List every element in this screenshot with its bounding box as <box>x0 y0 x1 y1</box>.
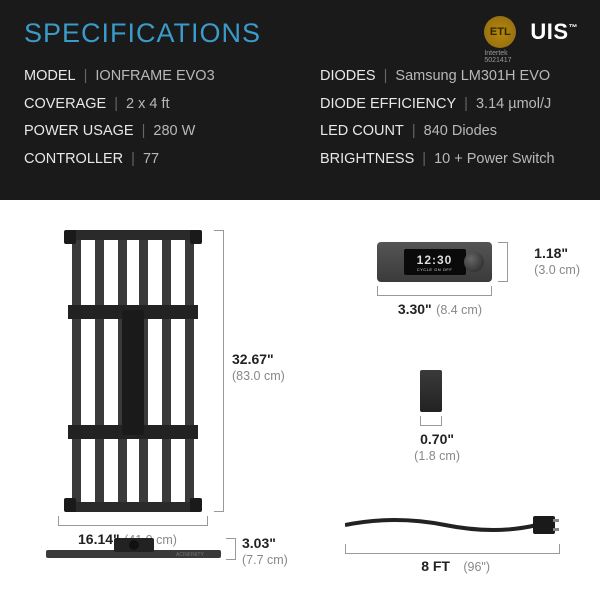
dim-fixture-height: 32.67" (83.0 cm) <box>232 350 285 384</box>
spec-row: DIODE EFFICIENCY | 3.14 µmol/J <box>320 91 576 119</box>
spec-row: LED COUNT | 840 Diodes <box>320 118 576 146</box>
svg-text:ACINFINITY: ACINFINITY <box>176 552 204 558</box>
spec-grid: MODEL | IONFRAME EVO3COVERAGE | 2 x 4 ft… <box>24 63 576 173</box>
spec-row: BRIGHTNESS | 10 + Power Switch <box>320 146 576 174</box>
spec-row: POWER USAGE | 280 W <box>24 118 280 146</box>
uis-logo: UIS™ <box>530 19 578 45</box>
width-bracket <box>58 516 208 526</box>
fixture-side-view: ACINFINITY <box>46 536 221 560</box>
dim-fixture-depth: 3.03" (7.7 cm) <box>242 534 288 568</box>
power-cable <box>345 510 560 540</box>
spec-col-right: DIODES | Samsung LM301H EVODIODE EFFICIE… <box>320 63 576 173</box>
dim-cable: 8 FT (96") <box>421 557 490 578</box>
spec-row: MODEL | IONFRAME EVO3 <box>24 63 280 91</box>
spec-row: DIODES | Samsung LM301H EVO <box>320 63 576 91</box>
dim-controller-w: 3.30" (8.4 cm) <box>398 300 482 321</box>
intertek-label: Intertek 5021417 <box>484 50 524 64</box>
spec-header: SPECIFICATIONS ETL Intertek 5021417 UIS™… <box>0 0 600 200</box>
ctrl-h-bracket <box>498 242 508 282</box>
spec-row: CONTROLLER | 77 <box>24 146 280 174</box>
ctrl-w-bracket <box>377 286 492 296</box>
module-bracket <box>420 416 442 426</box>
fixture-top-view <box>58 230 208 512</box>
controller-knob-icon <box>464 252 484 272</box>
controller-screen: 12:30 CYCLE ON OFF <box>404 249 466 275</box>
logo-group: ETL Intertek 5021417 UIS™ <box>484 16 578 48</box>
cable-bracket <box>345 544 560 554</box>
etl-badge-icon: ETL <box>484 16 516 48</box>
diagram-area: 32.67" (83.0 cm) 16.14" (41.0 cm) ACINFI… <box>0 200 600 600</box>
controller-unit: 12:30 CYCLE ON OFF <box>377 242 492 282</box>
spec-row: COVERAGE | 2 x 4 ft <box>24 91 280 119</box>
dim-controller-h: 1.18" (3.0 cm) <box>534 244 580 278</box>
depth-bracket <box>226 538 236 560</box>
height-bracket <box>214 230 224 512</box>
spec-col-left: MODEL | IONFRAME EVO3COVERAGE | 2 x 4 ft… <box>24 63 280 173</box>
module-unit <box>420 370 442 412</box>
dim-module-w: 0.70" (1.8 cm) <box>414 430 460 464</box>
